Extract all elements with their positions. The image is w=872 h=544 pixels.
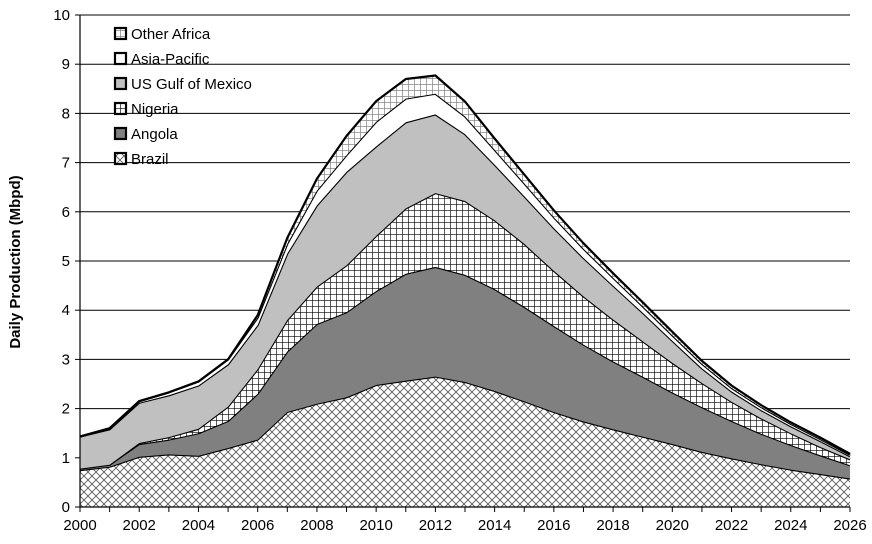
x-tick-label: 2018 bbox=[596, 517, 629, 534]
x-tick-label: 2000 bbox=[63, 517, 96, 534]
legend-swatch-other-africa bbox=[113, 26, 128, 41]
y-axis-tick-labels: 0 1 2 3 4 5 6 7 8 9 10 bbox=[53, 7, 80, 516]
y-tick-label: 2 bbox=[62, 401, 70, 418]
x-tick-label: 2014 bbox=[478, 517, 511, 534]
legend-swatch-nigeria bbox=[113, 101, 128, 116]
x-tick-label: 2026 bbox=[833, 517, 866, 534]
y-tick-label: 0 bbox=[62, 499, 70, 516]
area-nigeria bbox=[80, 193, 850, 469]
area-brazil bbox=[80, 376, 850, 507]
legend-label-asia-pacific: Asia-Pacific bbox=[131, 51, 210, 68]
legend-swatch-asia-pacific bbox=[113, 51, 128, 66]
y-tick-label: 5 bbox=[62, 253, 70, 270]
area-angola bbox=[80, 266, 850, 479]
x-tick-label: 2012 bbox=[419, 517, 452, 534]
x-tick-label: 2010 bbox=[359, 517, 392, 534]
legend-label-brazil: Brazil bbox=[131, 151, 169, 168]
legend-label-nigeria: Nigeria bbox=[131, 101, 179, 118]
legend-swatch-angola bbox=[113, 126, 128, 141]
area-us-gulf-of-mexico bbox=[80, 114, 850, 469]
x-tick-label: 2024 bbox=[774, 517, 807, 534]
legend-label-other-africa: Other Africa bbox=[131, 26, 211, 43]
x-tick-label: 2006 bbox=[241, 517, 274, 534]
y-axis-label: Daily Production (Mbpd) bbox=[7, 175, 24, 348]
legend-label-angola: Angola bbox=[131, 126, 178, 143]
area-series-group bbox=[79, 74, 851, 507]
y-tick-label: 10 bbox=[53, 7, 70, 24]
y-tick-label: 7 bbox=[62, 155, 70, 172]
legend-swatch-us-gulf-of-mexico bbox=[113, 76, 128, 91]
y-tick-label: 4 bbox=[62, 302, 70, 319]
x-tick-label: 2002 bbox=[123, 517, 156, 534]
x-tick-label: 2008 bbox=[300, 517, 333, 534]
legend-swatch-brazil bbox=[113, 151, 128, 166]
x-axis-tick-labels: 2000 2002 2004 2006 2008 2010 2012 2014 2016 2018… bbox=[63, 507, 867, 534]
y-tick-label: 3 bbox=[62, 351, 70, 368]
legend-label-us-gulf-of-mexico: US Gulf of Mexico bbox=[131, 76, 252, 93]
y-tick-label: 9 bbox=[62, 56, 70, 73]
x-tick-label: 2016 bbox=[537, 517, 570, 534]
y-tick-label: 8 bbox=[62, 105, 70, 122]
legend: Other Africa Asia-Pacific US Gulf of Mexic… bbox=[113, 26, 252, 168]
x-tick-label: 2004 bbox=[182, 517, 215, 534]
x-tick-label: 2022 bbox=[715, 517, 748, 534]
y-tick-label: 6 bbox=[62, 204, 70, 221]
y-tick-label: 1 bbox=[62, 450, 70, 467]
area-top-line-other-africa bbox=[79, 74, 851, 455]
x-tick-label: 2020 bbox=[656, 517, 689, 534]
